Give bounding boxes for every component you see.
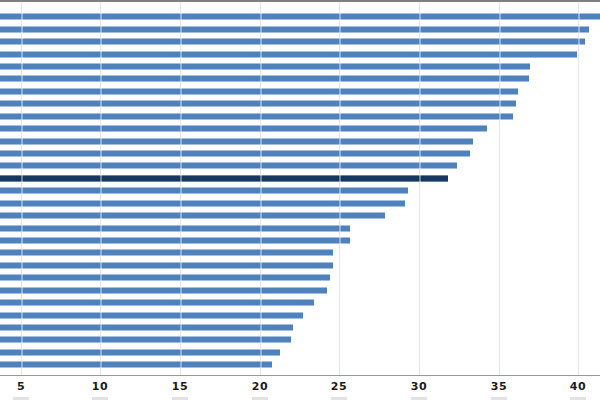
bar[interactable]	[0, 287, 327, 294]
x-tick-label: 35	[491, 380, 507, 393]
bar[interactable]	[0, 237, 350, 244]
bar[interactable]	[0, 75, 529, 82]
bar[interactable]	[0, 274, 330, 281]
x-gridline-overlay	[499, 2, 501, 375]
x-tick-label: 25	[331, 380, 347, 393]
x-tick-label: 5	[17, 380, 25, 393]
x-tick-label: 40	[570, 380, 586, 393]
bar[interactable]	[0, 200, 405, 207]
bar[interactable]	[0, 262, 333, 269]
bar[interactable]	[0, 349, 280, 356]
bar[interactable]	[0, 249, 333, 256]
x-tick-label: 10	[92, 380, 108, 393]
x-tick-label: 20	[252, 380, 268, 393]
bar[interactable]	[0, 138, 473, 145]
bar[interactable]	[0, 361, 272, 368]
highlighted-bar[interactable]	[0, 175, 448, 182]
bar[interactable]	[0, 125, 487, 132]
bar[interactable]	[0, 299, 314, 306]
bar[interactable]	[0, 324, 293, 331]
x-gridline-overlay	[100, 2, 102, 375]
chart-top-border	[0, 0, 600, 2]
x-gridline-overlay	[339, 2, 341, 375]
bar[interactable]	[0, 150, 470, 157]
bar[interactable]	[0, 38, 585, 45]
bar[interactable]	[0, 113, 513, 120]
x-gridline-overlay	[260, 2, 262, 375]
bar[interactable]	[0, 13, 600, 20]
x-gridline-overlay	[578, 2, 580, 375]
x-tick-label: 15	[172, 380, 188, 393]
bar[interactable]	[0, 187, 408, 194]
bar[interactable]	[0, 162, 457, 169]
bar[interactable]	[0, 51, 577, 58]
bar[interactable]	[0, 312, 303, 319]
x-tick-label: 30	[411, 380, 427, 393]
bar[interactable]	[0, 88, 518, 95]
bar[interactable]	[0, 212, 385, 219]
bar-chart: 5 10 15 20 25 30 35 40	[0, 0, 600, 400]
bar[interactable]	[0, 336, 291, 343]
bar[interactable]	[0, 63, 530, 70]
bar[interactable]	[0, 225, 350, 232]
x-gridline-overlay	[180, 2, 182, 375]
x-gridline-overlay	[21, 2, 23, 375]
bar[interactable]	[0, 100, 516, 107]
x-axis-line	[0, 375, 600, 376]
x-gridline-overlay	[419, 2, 421, 375]
